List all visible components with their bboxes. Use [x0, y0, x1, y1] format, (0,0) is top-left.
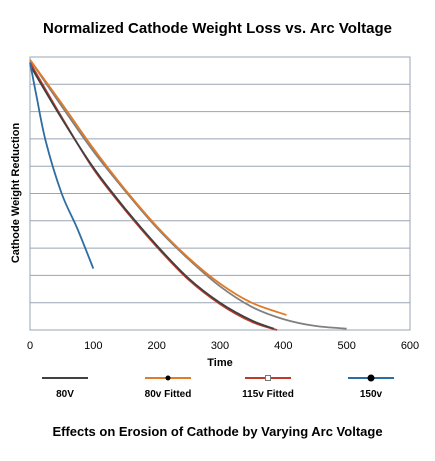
legend-label-150v: 150v [360, 389, 383, 400]
series-layer [29, 59, 347, 331]
x-tick-label: 300 [211, 340, 229, 352]
legend-label-115v-fitted: 115v Fitted [242, 389, 294, 400]
legend-marker [367, 374, 375, 382]
tick-layer: 0 100 200 300 400 500 600 [27, 340, 419, 352]
legend: 80V 80v Fitted 115v Fitted 150v [42, 374, 394, 400]
series-line-115v [29, 64, 275, 330]
x-tick-label: 200 [147, 340, 165, 352]
x-tick-label: 0 [27, 340, 33, 352]
legend-marker [265, 375, 271, 381]
series-line-150v [29, 62, 95, 269]
legend-marker [165, 375, 171, 381]
chart-title: Normalized Cathode Weight Loss vs. Arc V… [43, 20, 392, 37]
legend-label-80v-fitted: 80v Fitted [145, 389, 192, 400]
series-line-80v [29, 59, 347, 330]
x-tick-label: 600 [401, 340, 419, 352]
x-axis-label: Time [207, 357, 232, 369]
y-axis-label: Cathode Weight Reduction [10, 123, 22, 264]
x-tick-label: 400 [274, 340, 292, 352]
x-tick-label: 500 [337, 340, 355, 352]
grid-layer [29, 56, 411, 331]
x-tick-label: 100 [84, 340, 102, 352]
legend-label-80v: 80V [56, 389, 74, 400]
chart-caption: Effects on Erosion of Cathode by Varying… [52, 424, 383, 439]
series-line-80v-fitted [29, 59, 287, 316]
